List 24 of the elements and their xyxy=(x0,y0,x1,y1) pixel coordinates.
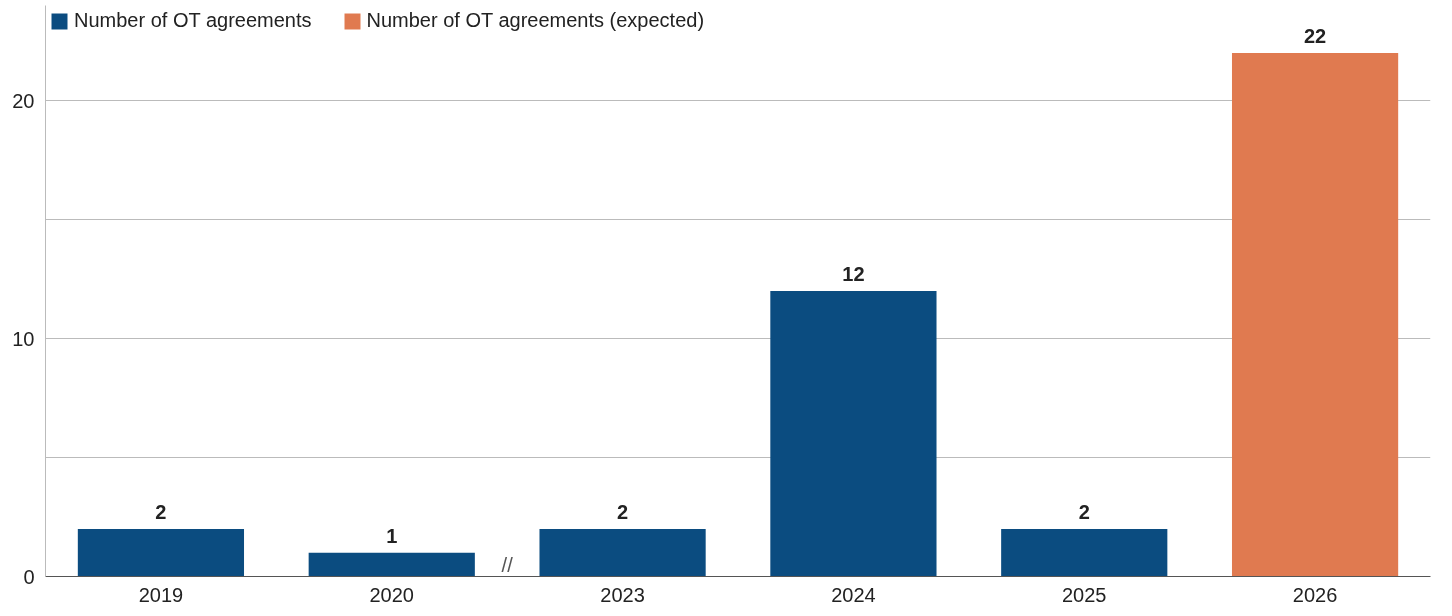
data-label: 22 xyxy=(1303,25,1327,48)
bar xyxy=(539,528,706,577)
data-label: 2 xyxy=(155,500,167,523)
data-label: 12 xyxy=(842,263,865,285)
bar xyxy=(77,528,245,577)
x-tick-label: 2025 xyxy=(1062,583,1107,606)
x-tick-label: 2019 xyxy=(138,583,184,606)
bar xyxy=(1231,53,1399,577)
legend-label: Number of OT agreements xyxy=(74,9,312,32)
data-label: 2 xyxy=(617,500,629,523)
y-tick-label: 10 xyxy=(12,327,35,350)
data-label: 1 xyxy=(386,524,398,547)
legend-label: Number of OT agreements (expected) xyxy=(366,9,705,32)
x-tick-label: 2023 xyxy=(600,583,645,606)
x-tick-label: 2026 xyxy=(1292,583,1338,606)
bar xyxy=(770,291,937,577)
y-tick-label: 0 xyxy=(23,565,35,588)
annotation: // xyxy=(501,553,514,576)
x-tick-label: 2020 xyxy=(369,583,414,606)
data-label: 2 xyxy=(1078,500,1090,523)
bar xyxy=(308,552,475,577)
y-tick-label: 20 xyxy=(12,89,35,112)
bar xyxy=(1001,528,1168,577)
x-tick-label: 2024 xyxy=(831,583,876,606)
